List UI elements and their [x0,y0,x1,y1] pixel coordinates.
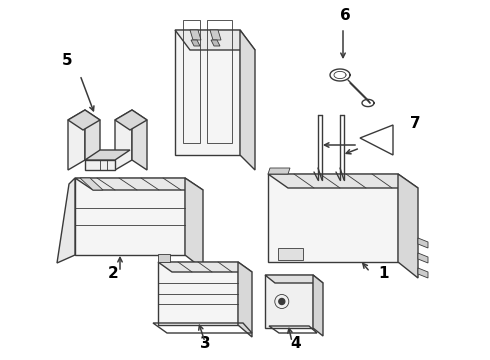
Polygon shape [418,268,428,278]
Polygon shape [418,238,428,248]
Text: 3: 3 [200,336,211,351]
Polygon shape [158,254,170,262]
Polygon shape [418,253,428,263]
Polygon shape [268,174,398,262]
Polygon shape [210,30,221,40]
Polygon shape [115,110,132,170]
Text: 7: 7 [410,116,420,131]
Text: 2: 2 [108,266,119,281]
Polygon shape [68,110,100,130]
Polygon shape [265,275,313,328]
Polygon shape [85,110,100,170]
Polygon shape [240,30,255,170]
Polygon shape [158,262,252,272]
Polygon shape [313,275,323,336]
Polygon shape [85,160,115,170]
Polygon shape [75,178,185,255]
Polygon shape [191,40,200,46]
Text: 6: 6 [340,8,351,23]
Polygon shape [211,40,220,46]
Polygon shape [132,110,147,170]
Polygon shape [175,30,255,50]
Polygon shape [57,178,75,263]
Polygon shape [85,150,130,160]
Polygon shape [398,174,418,278]
Polygon shape [238,262,252,337]
Text: 5: 5 [62,53,73,68]
Polygon shape [175,30,240,155]
Polygon shape [75,178,203,190]
Circle shape [279,298,285,305]
Polygon shape [115,110,147,130]
Polygon shape [265,275,323,283]
Polygon shape [278,248,303,260]
Polygon shape [185,178,203,269]
Polygon shape [268,168,290,174]
Polygon shape [268,174,418,188]
Polygon shape [80,178,103,190]
Polygon shape [190,30,201,40]
Polygon shape [68,110,85,170]
Text: 1: 1 [378,266,389,281]
Polygon shape [158,262,238,325]
Text: 4: 4 [290,336,301,351]
